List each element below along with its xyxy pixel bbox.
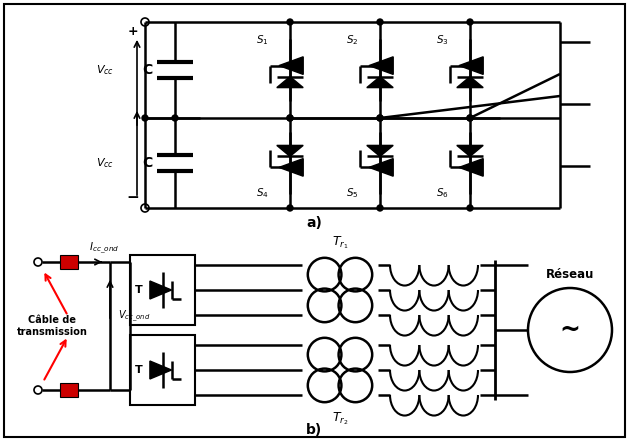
Circle shape xyxy=(172,115,178,121)
Circle shape xyxy=(287,19,293,25)
Text: +: + xyxy=(128,25,138,38)
Circle shape xyxy=(142,115,148,121)
Text: −: − xyxy=(126,190,140,205)
Polygon shape xyxy=(457,77,483,88)
Circle shape xyxy=(287,115,293,121)
Text: $T_{r_1}$: $T_{r_1}$ xyxy=(331,235,348,251)
Polygon shape xyxy=(367,146,393,157)
Circle shape xyxy=(377,205,383,211)
Circle shape xyxy=(377,115,383,121)
Bar xyxy=(60,383,78,397)
Circle shape xyxy=(467,205,473,211)
Circle shape xyxy=(467,115,473,121)
Text: C: C xyxy=(142,63,152,77)
Text: $S_5$: $S_5$ xyxy=(346,186,359,200)
Polygon shape xyxy=(277,146,303,157)
Polygon shape xyxy=(369,159,393,176)
Circle shape xyxy=(467,19,473,25)
Polygon shape xyxy=(367,77,393,88)
Polygon shape xyxy=(459,57,483,75)
Text: $T_{r_2}$: $T_{r_2}$ xyxy=(331,411,348,427)
Circle shape xyxy=(287,115,293,121)
Text: $I_{cc\_ond}$: $I_{cc\_ond}$ xyxy=(89,240,119,256)
Polygon shape xyxy=(150,361,172,379)
Text: ~: ~ xyxy=(560,318,581,342)
Circle shape xyxy=(377,115,383,121)
Text: T: T xyxy=(135,365,143,375)
Text: Câble de
transmission: Câble de transmission xyxy=(16,315,87,337)
Text: $V_{cc}$: $V_{cc}$ xyxy=(96,156,114,170)
Text: Réseau: Réseau xyxy=(546,268,594,280)
Text: $S_2$: $S_2$ xyxy=(346,33,358,47)
Polygon shape xyxy=(459,159,483,176)
Polygon shape xyxy=(279,57,303,75)
Text: C: C xyxy=(142,156,152,170)
Polygon shape xyxy=(150,281,172,299)
Text: $V_{cc}$: $V_{cc}$ xyxy=(96,63,114,77)
Circle shape xyxy=(287,205,293,211)
Text: $S_3$: $S_3$ xyxy=(436,33,448,47)
Polygon shape xyxy=(457,146,483,157)
Text: b): b) xyxy=(306,423,322,437)
Bar xyxy=(130,255,195,325)
Text: $S_4$: $S_4$ xyxy=(255,186,269,200)
Text: T: T xyxy=(135,285,143,295)
Bar xyxy=(130,335,195,405)
Polygon shape xyxy=(369,57,393,75)
Polygon shape xyxy=(277,77,303,88)
Text: a): a) xyxy=(306,216,322,230)
Circle shape xyxy=(377,19,383,25)
Text: $S_6$: $S_6$ xyxy=(436,186,448,200)
Polygon shape xyxy=(279,159,303,176)
Text: $V_{cc\_ond}$: $V_{cc\_ond}$ xyxy=(118,308,150,324)
Bar xyxy=(60,255,78,269)
Circle shape xyxy=(467,115,473,121)
Text: $S_1$: $S_1$ xyxy=(256,33,269,47)
